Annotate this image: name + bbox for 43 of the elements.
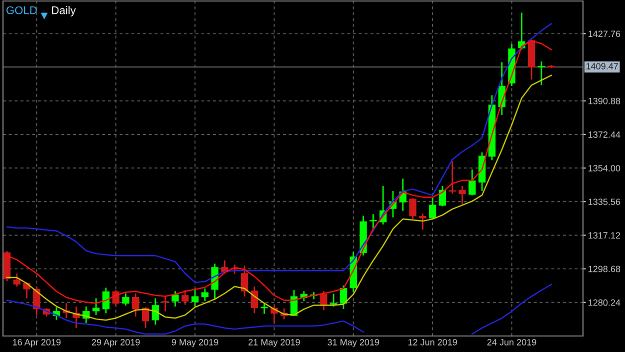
x-tick-label: 29 Apr 2019 — [92, 339, 140, 348]
candlestick — [419, 212, 426, 230]
candlestick — [330, 293, 338, 308]
x-tick-label: 16 Apr 2019 — [12, 339, 61, 348]
candlestick — [201, 288, 208, 302]
x-tick-label: 31 May 2019 — [328, 339, 380, 348]
y-tick-label: 1317.12 — [588, 232, 620, 239]
chart-title: GOLD — [6, 6, 37, 14]
y-tick-label: 1390.88 — [588, 98, 620, 104]
candlestick — [191, 288, 199, 308]
candlestick — [458, 185, 466, 205]
x-tick-label: 9 May 2019 — [172, 339, 218, 348]
candlestick — [102, 287, 110, 314]
chart-subtitle: Daily — [52, 6, 76, 16]
x-tick-label: 24 Jun 2019 — [487, 339, 536, 346]
y-tick-label: 1354.00 — [588, 165, 620, 172]
candlestick — [112, 289, 120, 308]
y-tick-label: 1335.56 — [588, 198, 620, 205]
candlestick — [538, 60, 546, 86]
y-tick-label: 1427.76 — [588, 30, 620, 38]
candlestick — [132, 292, 140, 318]
x-tick-label: 12 Jun 2019 — [408, 339, 457, 346]
y-tick-label: 1298.68 — [588, 266, 620, 272]
candlestick — [122, 292, 130, 306]
candlestick — [211, 262, 218, 300]
candlestick — [162, 295, 169, 312]
candlestick — [428, 196, 436, 220]
x-tick-label: 21 May 2019 — [248, 339, 300, 348]
candlestick — [468, 168, 476, 196]
candlestick — [23, 282, 30, 299]
y-tick-label: 1280.24 — [588, 299, 620, 306]
candlestick — [250, 286, 258, 314]
y-tick-label: 1372.44 — [588, 131, 620, 138]
candlestick — [370, 213, 377, 232]
candlestick — [182, 289, 189, 306]
ref-line-label: 1409.47 — [586, 63, 618, 70]
candlestick — [13, 272, 20, 288]
candlestick — [409, 197, 416, 220]
candlestick — [320, 290, 328, 311]
candlestick — [172, 290, 179, 308]
candlestick — [92, 298, 100, 316]
candlestick — [142, 306, 150, 329]
candlestick — [240, 264, 248, 298]
